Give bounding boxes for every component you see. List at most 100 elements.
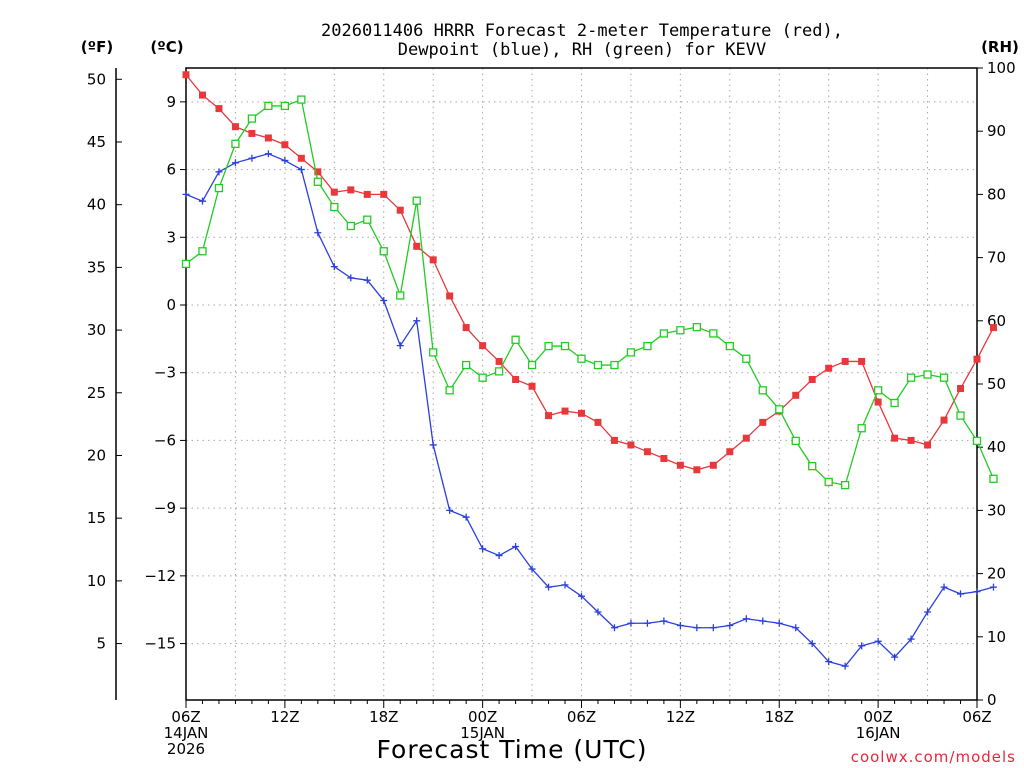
rh-point (396, 291, 405, 300)
x-tick-label: 06Z (171, 708, 200, 726)
rh-point (379, 247, 388, 256)
dewpoint-point (874, 637, 882, 645)
temperature-point (726, 448, 734, 456)
temperature-point (363, 190, 371, 198)
temperature-point (198, 91, 206, 99)
rh-tick-label: 100 (987, 59, 1016, 77)
temperature-point (973, 355, 981, 363)
dewpoint-point (396, 342, 404, 350)
fahrenheit-tick-label: 20 (87, 446, 106, 464)
dewpoint-point (363, 276, 371, 284)
temperature-point (479, 342, 487, 350)
x-date-label: 16JAN (856, 724, 901, 742)
x-date-label: 15JAN (460, 724, 505, 742)
dewpoint-point (841, 662, 849, 670)
rh-point (297, 95, 306, 104)
rh-point (659, 329, 669, 338)
celsius-tick-label: 3 (166, 228, 176, 246)
rh-tick-label: 20 (987, 565, 1006, 583)
temperature-point (709, 461, 717, 469)
temperature-point (825, 364, 833, 372)
temperature-line (185, 74, 995, 471)
rh-point (676, 326, 685, 335)
temperature-point (610, 436, 618, 444)
temperature-point (462, 324, 470, 332)
temperature-point (512, 375, 520, 383)
rh-point (890, 398, 899, 408)
fahrenheit-tick-label: 30 (87, 321, 106, 339)
rh-point (841, 480, 850, 490)
temperature-point (808, 375, 816, 383)
rh-point (857, 424, 866, 433)
dewpoint-point (495, 552, 503, 560)
rh-point (956, 411, 965, 420)
rh-line (185, 98, 995, 486)
rh-point (824, 477, 833, 487)
rh-point (231, 139, 240, 148)
x-axis-title: Forecast Time (UTC) (377, 735, 648, 764)
dewpoint-point (907, 635, 915, 643)
rh-point (494, 367, 504, 376)
celsius-tick-label: −9 (154, 499, 176, 517)
x-tick-label: 00Z (863, 708, 892, 726)
rh-tick-label: 50 (987, 375, 1006, 393)
rh-point (445, 386, 454, 395)
temperature-point (182, 71, 190, 79)
dewpoint-point (446, 506, 454, 514)
temperature-point (264, 134, 272, 142)
dewpoint-point (792, 624, 800, 632)
dewpoint-point (693, 624, 701, 632)
axes: −15 −12 −9 −6 −3 0 3 6 9 5 10 15 20 25 30 35 40 45 50 0 10 20… (87, 59, 1016, 758)
rh-unit-label: (RH) (981, 38, 1019, 56)
x-tick-label: 06Z (567, 708, 596, 726)
temperature-point (841, 357, 849, 365)
rh-point (214, 183, 224, 193)
rh-point (181, 259, 191, 269)
x-tick-label: 18Z (369, 708, 398, 726)
dewpoint-point (231, 159, 239, 167)
dewpoint-point (775, 619, 783, 627)
dewpoint-point (924, 608, 932, 616)
dewpoint-point (297, 166, 305, 174)
rh-point (478, 373, 487, 382)
dewpoint-point (709, 624, 717, 632)
x-date-label: 14JAN (164, 724, 209, 742)
rh-point (593, 360, 603, 370)
dewpoint-point (545, 583, 553, 591)
rh-point (544, 341, 553, 351)
temperature-point (446, 292, 454, 300)
dewpoint-point (413, 317, 421, 325)
celsius-tick-label: 0 (166, 296, 176, 314)
celsius-tick-label: 9 (166, 93, 176, 111)
grid (186, 68, 977, 700)
rh-point (791, 436, 800, 446)
temperature-point (215, 105, 223, 113)
temperature-point (231, 123, 239, 131)
dewpoint-point (462, 513, 470, 521)
rh-point (363, 215, 372, 224)
x-tick-label: 00Z (468, 708, 497, 726)
credit-label: coolwx.com/models (851, 748, 1016, 766)
dewpoint-point (198, 197, 206, 205)
rh-point (692, 322, 702, 332)
dewpoint-point (314, 229, 322, 237)
temperature-point (429, 256, 437, 264)
rh-point (709, 329, 718, 338)
dewpoint-point (248, 154, 256, 162)
dewpoint-point (660, 617, 668, 625)
rh-point (511, 335, 520, 344)
temperature-point (627, 441, 635, 449)
temperature-point (957, 385, 965, 393)
dewpoint-point (973, 588, 981, 596)
dewpoint-point (512, 543, 520, 551)
rh-point (923, 370, 932, 379)
dewpoint-point (742, 615, 750, 623)
rh-point (725, 341, 734, 351)
x-tick-label: 12Z (270, 708, 299, 726)
temperature-point (578, 409, 585, 417)
temperature-point (907, 436, 915, 444)
dewpoint-point (182, 190, 190, 198)
temperature-point (281, 141, 289, 149)
rh-tick-label: 10 (987, 628, 1006, 646)
